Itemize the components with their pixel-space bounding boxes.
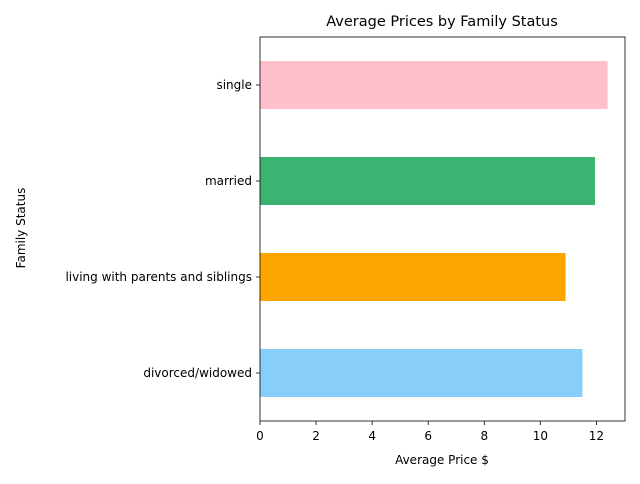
bar-divorced-widowed	[260, 349, 583, 397]
y-tick-label-living-with-parents-and-siblings: living with parents and siblings	[65, 270, 252, 284]
x-tick-label-10: 10	[533, 429, 548, 443]
ticks-layer: divorced/widowed living with parents and …	[65, 78, 604, 443]
plot-frame	[259, 36, 626, 422]
bar-married	[260, 157, 596, 205]
y-axis-label: Family Status	[14, 188, 28, 269]
x-tick-label-12: 12	[589, 429, 604, 443]
y-tick-label-single: single	[216, 78, 252, 92]
x-tick-label-4: 4	[368, 429, 376, 443]
x-tick-label-8: 8	[480, 429, 488, 443]
x-tick-label-0: 0	[256, 429, 264, 443]
y-tick-label-divorced-widowed: divorced/widowed	[143, 366, 252, 380]
x-axis-label: Average Price $	[395, 453, 489, 467]
bar-living-with-parents-and-siblings	[260, 253, 566, 301]
bar-single	[260, 61, 608, 109]
bars-layer	[260, 61, 608, 397]
y-tick-label-married: married	[205, 174, 252, 188]
chart-title: Average Prices by Family Status	[326, 14, 558, 30]
x-tick-label-2: 2	[312, 429, 320, 443]
x-tick-label-6: 6	[424, 429, 432, 443]
axes-frame	[259, 36, 626, 422]
